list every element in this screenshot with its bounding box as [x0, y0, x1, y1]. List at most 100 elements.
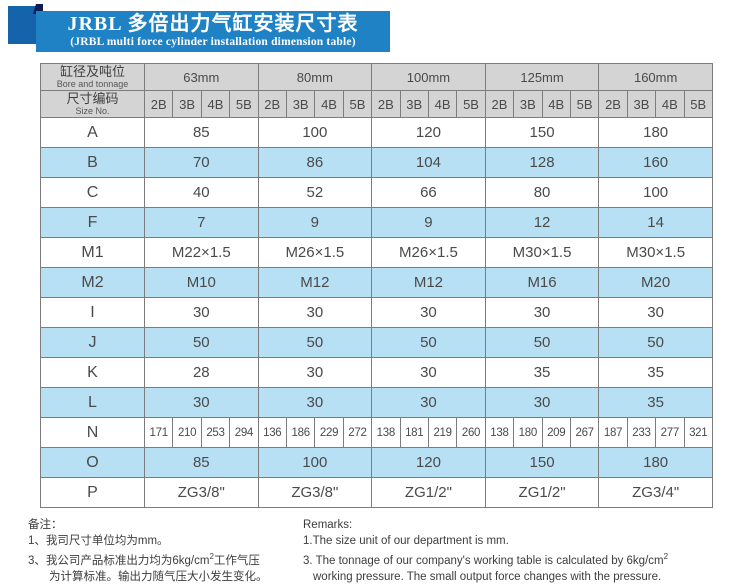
- table-cell: 85: [144, 117, 259, 148]
- page-subtitle: (JRBL multi force cylinder installation …: [70, 36, 356, 48]
- table-cell: 9: [371, 207, 486, 238]
- table-cell: 85: [144, 447, 259, 478]
- table-cell: 321: [683, 417, 713, 448]
- corner-size-no: 尺寸编码 Size No.: [40, 90, 145, 118]
- table-cell: 210: [172, 417, 202, 448]
- row-label: O: [40, 447, 145, 478]
- notes-chinese: 备注： 1、我司尺寸单位均为mm。 3、我公司产品标准出力均为6kg/cm2工作…: [28, 517, 303, 585]
- table-cell: 120: [371, 117, 486, 148]
- table-cell: 50: [144, 327, 259, 358]
- table-cell: M12: [371, 267, 486, 298]
- row-label: L: [40, 387, 145, 418]
- table-cell: 267: [569, 417, 600, 448]
- column-header-code: 3B: [172, 90, 202, 118]
- table-row: J 50 50 50 50 50: [40, 327, 713, 358]
- table-cell: 30: [371, 387, 486, 418]
- table-cell: ZG1/2": [484, 477, 600, 508]
- table-cell: 9: [257, 207, 373, 238]
- table-cell: 120: [371, 447, 486, 478]
- table-cell: 12: [484, 207, 600, 238]
- table-cell: 14: [598, 207, 713, 238]
- table-cell: 52: [257, 177, 373, 208]
- column-header-code: 4B: [541, 90, 571, 118]
- notes-zh-heading: 备注：: [28, 519, 63, 531]
- table-row: P ZG3/8" ZG3/8" ZG1/2" ZG1/2" ZG3/4": [40, 477, 713, 508]
- column-header-bore: 125mm: [484, 63, 600, 91]
- table-cell: 150: [484, 117, 600, 148]
- table-cell: ZG1/2": [371, 477, 486, 508]
- table-cell: M30×1.5: [484, 237, 600, 268]
- table-cell: 187: [598, 417, 628, 448]
- table-cell: 180: [598, 117, 713, 148]
- notes-en-line1: 1.The size unit of our department is mm.: [303, 535, 509, 547]
- table-cell: 50: [257, 327, 373, 358]
- dimension-table: 缸径及吨位 Bore and tonnage 63mm 80mm 100mm 125mm 1…: [40, 63, 713, 508]
- table-cell: 30: [371, 357, 486, 388]
- notes-en-line2: 3. The tonnage of our company's working …: [303, 552, 669, 567]
- table-cell: 294: [229, 417, 259, 448]
- table-cell: 138: [484, 417, 515, 448]
- column-header-code: 4B: [427, 90, 458, 118]
- row-label: I: [40, 297, 145, 328]
- row-label: K: [40, 357, 145, 388]
- notes-zh-line1: 1、我司尺寸单位均为mm。: [28, 535, 169, 547]
- column-header-code: 2B: [598, 90, 628, 118]
- table-row: K 28 30 30 35 35: [40, 357, 713, 388]
- table-cell: 35: [484, 357, 600, 388]
- table-cell: 104: [371, 147, 486, 178]
- column-header-code: 3B: [285, 90, 316, 118]
- column-header-code: 4B: [655, 90, 685, 118]
- table-cell: 180: [513, 417, 543, 448]
- title-banner: JRBL 多倍出力气缸安装尺寸表 (JRBL multi force cylin…: [36, 11, 390, 52]
- row-label: J: [40, 327, 145, 358]
- column-header-code: 4B: [314, 90, 344, 118]
- column-header-code: 5B: [683, 90, 713, 118]
- corner-en: Bore and tonnage: [56, 79, 129, 89]
- table-cell: 253: [200, 417, 231, 448]
- column-header-code: 3B: [513, 90, 543, 118]
- notes-en-heading: Remarks:: [303, 519, 353, 531]
- table-cell: 260: [456, 417, 486, 448]
- table-cell: M20: [598, 267, 713, 298]
- size-no-zh: 尺寸编码: [66, 91, 119, 106]
- table-cell: 30: [257, 387, 373, 418]
- table-cell: 30: [484, 297, 600, 328]
- table-cell: 186: [285, 417, 316, 448]
- table-cell: M22×1.5: [144, 237, 259, 268]
- table-cell: 50: [598, 327, 713, 358]
- column-header-bore: 160mm: [598, 63, 713, 91]
- table-cell: 35: [598, 357, 713, 388]
- column-header-bore: 63mm: [144, 63, 259, 91]
- column-header-code: 3B: [399, 90, 429, 118]
- column-header-code: 5B: [229, 90, 259, 118]
- table-cell: M12: [257, 267, 373, 298]
- table-cell: 180: [598, 447, 713, 478]
- notes-english: Remarks: 1.The size unit of our departme…: [303, 517, 743, 585]
- table-cell: ZG3/8": [257, 477, 373, 508]
- table-cell: 150: [484, 447, 600, 478]
- notes-zh-line2: 3、我公司产品标准出力均为6kg/cm2工作气压: [28, 552, 260, 567]
- notes-zh-line3: 为计算标准。输出力随气压大小发生变化。: [49, 570, 268, 583]
- table-cell: 40: [144, 177, 259, 208]
- table-row: I 30 30 30 30 30: [40, 297, 713, 328]
- column-header-code: 4B: [200, 90, 231, 118]
- column-header-code: 5B: [569, 90, 600, 118]
- column-header-bore: 80mm: [257, 63, 373, 91]
- table-cell: 50: [371, 327, 486, 358]
- row-label: C: [40, 177, 145, 208]
- table-cell: M16: [484, 267, 600, 298]
- column-header-code: 3B: [626, 90, 657, 118]
- table-cell: ZG3/8": [144, 477, 259, 508]
- table-cell: 277: [655, 417, 685, 448]
- row-label: P: [40, 477, 145, 508]
- table-cell: 30: [257, 357, 373, 388]
- table-cell: 30: [371, 297, 486, 328]
- column-header-code: 5B: [342, 90, 373, 118]
- table-cell: 128: [484, 147, 600, 178]
- corner-zh: 缸径及吨位: [59, 64, 125, 79]
- row-label: M2: [40, 267, 145, 298]
- table-cell: 30: [257, 297, 373, 328]
- table-cell: 7: [144, 207, 259, 238]
- column-header-code: 2B: [371, 90, 401, 118]
- table-cell: 136: [257, 417, 287, 448]
